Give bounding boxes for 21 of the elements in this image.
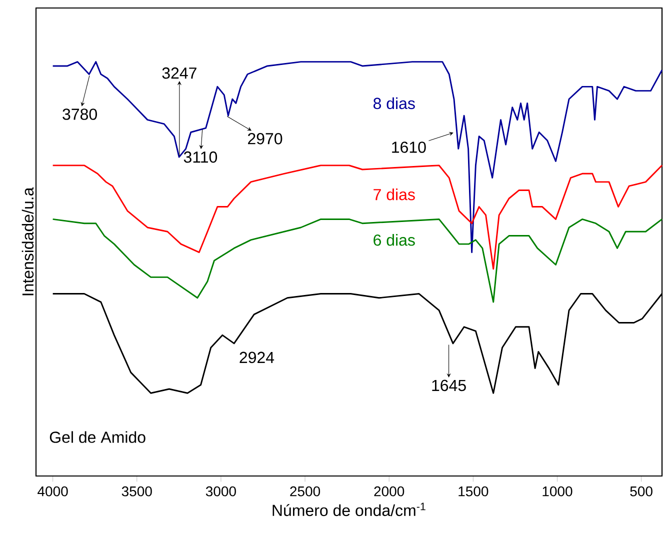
- x-tick-label: 2000: [374, 486, 404, 496]
- x-tick-label: 2500: [290, 486, 320, 496]
- x-tick-label: 3500: [122, 486, 152, 496]
- annotation: 2970: [248, 133, 282, 144]
- text: 8 dias: [373, 97, 415, 110]
- annotation: 1610: [392, 142, 426, 153]
- series-label: 7 dias: [374, 188, 415, 200]
- text: Gel de Amido: [50, 431, 146, 443]
- annotation: 1645: [432, 380, 466, 392]
- annotation: 3110: [184, 151, 218, 163]
- x-axis-title: Número de onda/cm$^{-1}$: [272, 502, 426, 516]
- x-tick-label: 500: [630, 486, 652, 496]
- x-tick-label: 4000: [38, 486, 68, 496]
- x-tick-label: 1500: [458, 486, 488, 496]
- x-tick-label: 3000: [206, 486, 236, 496]
- y-axis-title: Intensidade/u.a: [22, 187, 34, 296]
- annotation: 3780: [62, 108, 97, 120]
- series-label: 6 dias: [374, 234, 415, 246]
- annotation: 3247: [162, 67, 196, 79]
- annotation: 2924: [240, 352, 274, 364]
- x-tick-label: 1000: [542, 486, 572, 496]
